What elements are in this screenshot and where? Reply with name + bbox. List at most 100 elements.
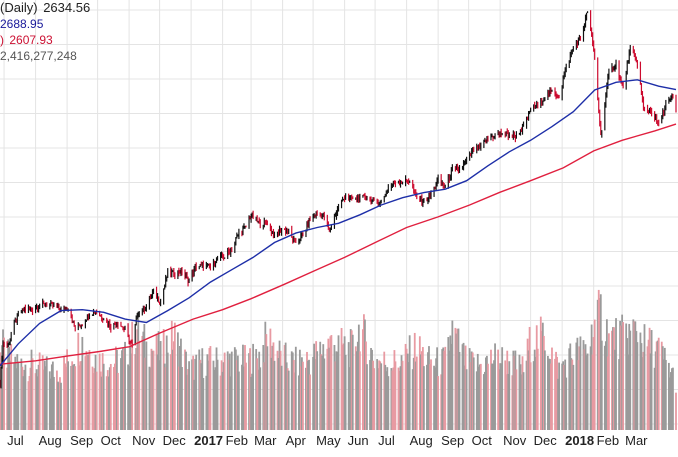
- volume-bar: [316, 351, 319, 430]
- volume-bar: [565, 377, 568, 430]
- volume-bar: [59, 377, 61, 430]
- volume-bar: [79, 361, 82, 430]
- volume-bar: [258, 351, 261, 430]
- volume-bar: [434, 367, 436, 430]
- volume-bar: [143, 324, 146, 430]
- volume-bar: [365, 341, 367, 430]
- volume-bar: [131, 321, 134, 430]
- x-tick-label-1: Aug: [39, 433, 62, 448]
- volume-bar: [387, 376, 390, 430]
- volume-bar: [213, 369, 216, 430]
- volume-bar: [214, 367, 217, 430]
- volume-bar: [347, 342, 350, 430]
- volume-bar: [661, 346, 664, 430]
- volume-bar: [577, 360, 580, 430]
- volume-bar: [468, 348, 471, 430]
- volume-bar: [501, 347, 504, 430]
- volume-bar: [23, 369, 26, 430]
- volume-bar: [437, 376, 440, 430]
- volume-bar: [606, 356, 609, 430]
- volume-bar: [464, 345, 467, 430]
- volume-bar: [227, 359, 230, 430]
- volume-bar: [306, 351, 308, 430]
- volume-bar: [29, 367, 32, 430]
- volume-bar: [485, 357, 487, 430]
- volume-bar: [597, 289, 600, 430]
- volume-bar: [309, 374, 311, 430]
- volume-bar: [191, 359, 194, 430]
- volume-bar: [313, 343, 316, 430]
- volume-bar: [557, 378, 559, 430]
- volume-bar: [63, 356, 65, 430]
- volume-bar: [230, 351, 233, 430]
- volume-bar: [472, 357, 475, 430]
- x-tick-label-2: Sep: [70, 433, 93, 448]
- volume-bar: [135, 348, 138, 430]
- volume-bar: [179, 346, 181, 430]
- volume-bar: [426, 364, 428, 430]
- volume-bar: [293, 372, 296, 430]
- volume-bar: [297, 375, 300, 430]
- volume-bar: [635, 331, 638, 430]
- volume-bar: [7, 339, 10, 430]
- volume-bar: [44, 366, 47, 430]
- volume-bar: [226, 351, 229, 430]
- volume-bar: [576, 337, 579, 430]
- volume-bar: [455, 333, 458, 430]
- volume-bar: [568, 348, 571, 430]
- legend-price-value: 2634.56: [43, 0, 91, 15]
- volume-bar: [266, 346, 269, 430]
- volume-bar: [241, 364, 243, 430]
- volume-bar: [562, 361, 565, 430]
- volume-bar: [105, 376, 108, 430]
- volume-bar: [598, 298, 601, 430]
- volume-bar: [305, 367, 307, 430]
- volume-bar: [0, 352, 2, 430]
- volume-bar: [519, 364, 522, 430]
- volume-bar: [515, 369, 518, 430]
- volume-bar: [234, 349, 237, 430]
- legend-ma50: 2688.95: [0, 16, 90, 32]
- volume-bar: [521, 356, 524, 430]
- volume-bar: [145, 341, 148, 430]
- volume-bar: [527, 350, 530, 430]
- volume-bar: [91, 366, 94, 430]
- volume-bar: [70, 365, 73, 430]
- volume-bar: [194, 358, 197, 430]
- volume-bar: [547, 355, 549, 430]
- volume-bar: [633, 321, 636, 430]
- volume-bar: [178, 366, 180, 430]
- volume-bar: [575, 342, 578, 430]
- volume-bar: [320, 354, 323, 430]
- volume-bar: [188, 361, 190, 430]
- volume-bar: [507, 373, 510, 430]
- volume-bar: [457, 328, 460, 430]
- volume-bar: [511, 375, 514, 430]
- volume-bar: [433, 365, 435, 430]
- volume-bar: [256, 358, 259, 430]
- volume-bar: [461, 344, 464, 430]
- volume-bar: [356, 341, 359, 430]
- volume-bar: [336, 351, 339, 430]
- volume-bar: [299, 366, 302, 430]
- volume-bar: [611, 330, 613, 430]
- volume-bar: [284, 342, 287, 430]
- volume-bar: [478, 364, 481, 430]
- volume-bar: [405, 348, 408, 430]
- volume-bar: [50, 364, 53, 430]
- volume-bar: [116, 349, 118, 430]
- volume-bar: [60, 382, 62, 430]
- volume-bar: [551, 347, 553, 430]
- volume-bar: [583, 349, 586, 430]
- volume-bar: [599, 294, 602, 430]
- volume-bar: [592, 337, 595, 430]
- volume-bar: [85, 351, 88, 430]
- volume-bar: [200, 363, 203, 430]
- volume-bar: [78, 365, 81, 430]
- volume-bar: [641, 357, 644, 430]
- volume-bar: [377, 368, 380, 430]
- volume-bar: [612, 327, 614, 430]
- volume-bar: [333, 344, 336, 430]
- volume-bar: [628, 323, 631, 430]
